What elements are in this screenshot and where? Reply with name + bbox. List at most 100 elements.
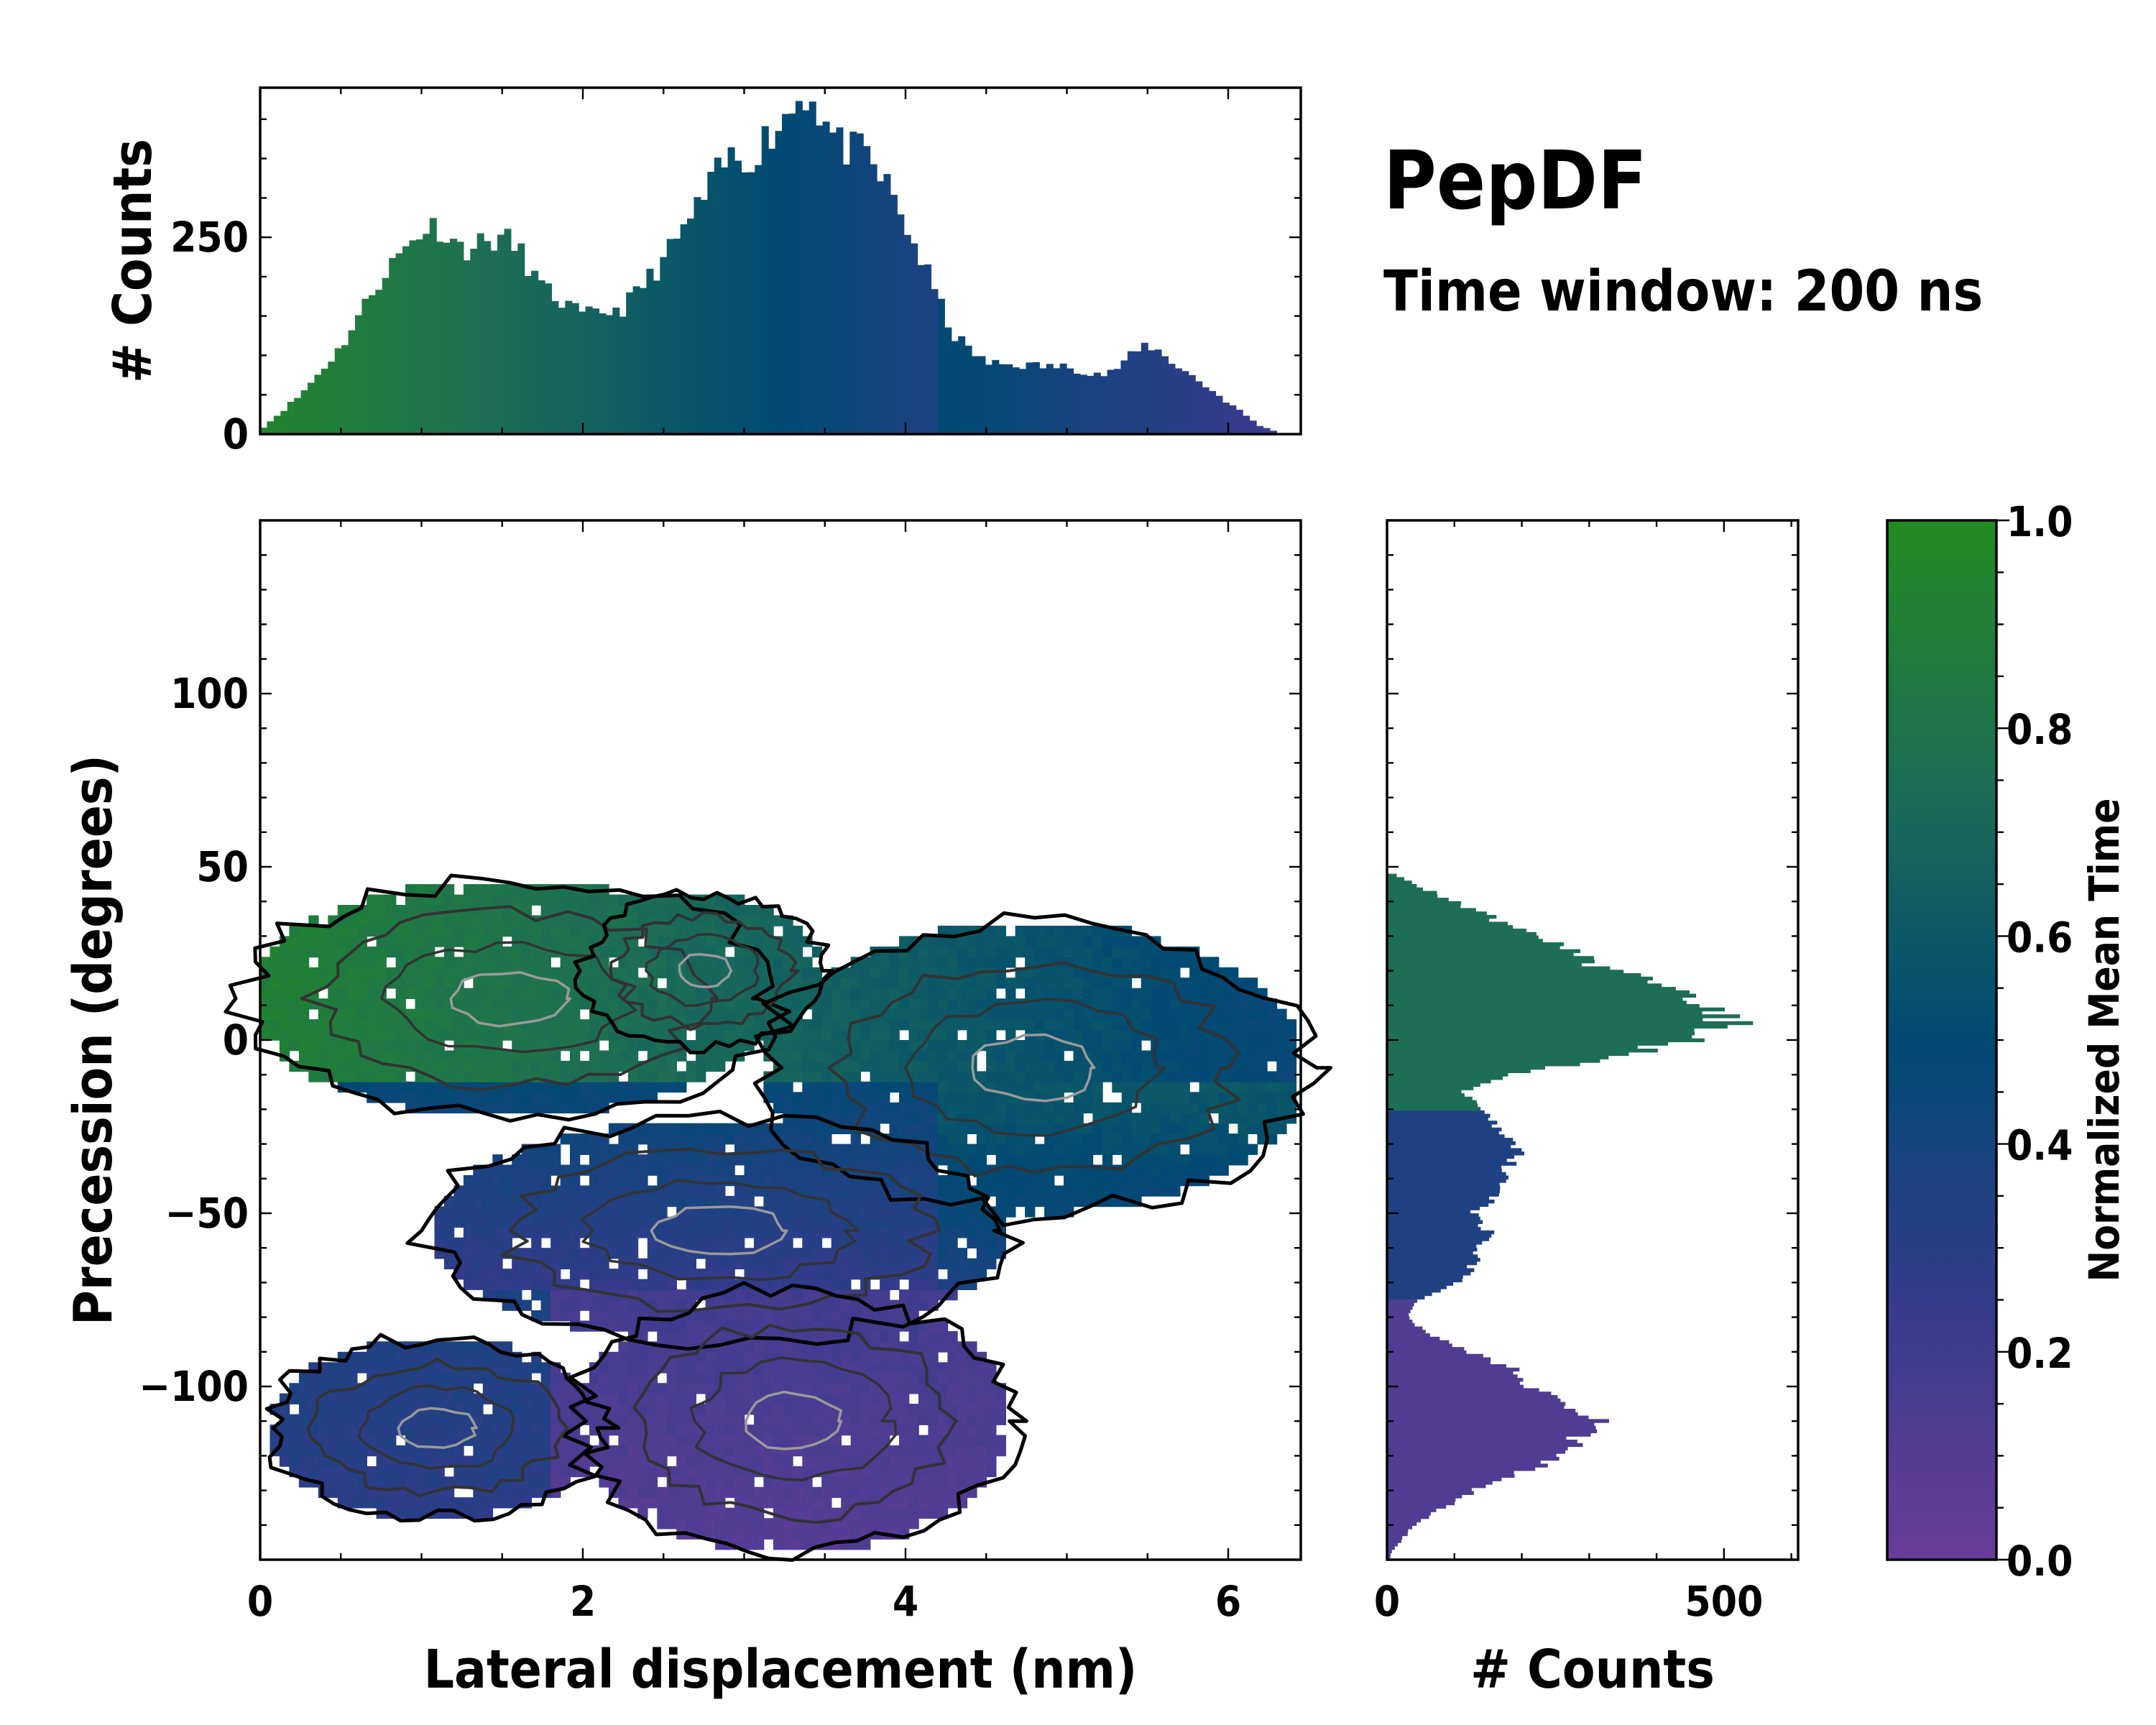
right-histogram-bar xyxy=(1387,962,1582,967)
top-histogram-bar xyxy=(1141,342,1148,434)
right-histogram-bar xyxy=(1387,1381,1520,1386)
contour-line xyxy=(689,1356,898,1481)
right-histogram-panel: 0 500 # Counts xyxy=(1374,519,1800,1701)
right-histogram-bars xyxy=(1387,873,1754,1560)
right-histogram-bar xyxy=(1387,898,1449,902)
right-histogram-bar xyxy=(1387,1419,1609,1423)
top-histogram-bar xyxy=(802,110,810,434)
right-histogram-bar xyxy=(1387,1422,1595,1427)
colorbar-tick-label: 0.8 xyxy=(2007,705,2073,754)
top-histogram-bar xyxy=(287,402,295,434)
top-histogram-bar xyxy=(646,268,654,434)
top-histogram-panel: 0 250 # Counts xyxy=(102,86,1302,459)
right-histogram-bar xyxy=(1387,1525,1413,1530)
right-histogram-bar xyxy=(1387,1024,1728,1029)
right-histogram-bar xyxy=(1387,1436,1567,1440)
contour-line xyxy=(971,1033,1096,1103)
right-histogram-bar xyxy=(1387,1347,1465,1351)
top-histogram-bar xyxy=(463,260,471,434)
contour-line xyxy=(745,1390,842,1450)
top-histogram-bar xyxy=(510,251,518,434)
right-histogram-bar xyxy=(1387,1185,1501,1190)
right-histogram-bar xyxy=(1387,1045,1638,1049)
top-histogram-bar xyxy=(992,359,1000,434)
right-histogram-bar xyxy=(1387,1076,1503,1080)
joint-density-xlabel: Lateral displacement (nm) xyxy=(424,1639,1138,1701)
top-histogram-bar xyxy=(727,147,735,434)
right-histogram-bar xyxy=(1387,1316,1410,1320)
top-histogram-bar xyxy=(883,174,891,434)
joint-density-cells xyxy=(260,884,1297,1550)
top-histogram-bar xyxy=(1263,428,1271,434)
right-histogram-bar xyxy=(1387,1514,1429,1519)
joint-density-ytick-label: −100 xyxy=(139,1362,249,1411)
right-histogram-bar xyxy=(1387,966,1611,970)
right-histogram-bar xyxy=(1387,973,1641,978)
contour-line xyxy=(397,1407,478,1449)
right-histogram-bar xyxy=(1387,1038,1705,1043)
right-histogram-bar xyxy=(1387,1450,1566,1454)
contour-line xyxy=(903,998,1166,1137)
right-histogram-bar xyxy=(1387,1055,1609,1059)
right-histogram-bar xyxy=(1387,1021,1754,1026)
joint-density-xtick-label: 6 xyxy=(1215,1577,1241,1626)
right-histogram-bar xyxy=(1387,1481,1493,1485)
top-histogram-bar xyxy=(524,276,532,434)
right-histogram-bar xyxy=(1387,908,1476,912)
contour-line xyxy=(500,1147,941,1313)
colorbar-tick-label: 0.2 xyxy=(2007,1329,2073,1378)
right-histogram-bar xyxy=(1387,1011,1703,1015)
top-histogram-bars xyxy=(260,101,1277,435)
colorbar-tick-label: 0.0 xyxy=(2007,1537,2073,1586)
top-histogram-bar xyxy=(1229,405,1237,434)
top-histogram-bar xyxy=(1120,360,1128,434)
top-histogram-bar xyxy=(924,264,932,434)
top-histogram-bar xyxy=(849,132,857,434)
top-histogram-bar xyxy=(721,167,729,434)
right-histogram-bar xyxy=(1387,970,1624,974)
colorbar-frame xyxy=(1886,519,1998,1561)
top-histogram-bar xyxy=(348,330,356,434)
colorbar-tick-label: 0.4 xyxy=(2007,1121,2073,1170)
right-histogram-bar xyxy=(1387,1151,1525,1156)
top-histogram-bar xyxy=(1222,402,1230,434)
right-histogram-bar xyxy=(1387,1141,1516,1146)
top-histogram-ytick-label: 0 xyxy=(223,410,249,459)
top-histogram-bar xyxy=(1005,364,1013,434)
top-histogram-bar xyxy=(836,127,844,435)
contour-line xyxy=(224,873,792,1123)
joint-density-xtick-label: 2 xyxy=(570,1577,596,1626)
top-histogram-bar xyxy=(558,308,566,434)
right-histogram-bar xyxy=(1387,997,1683,1001)
right-histogram-bar xyxy=(1387,990,1690,995)
right-histogram-bar xyxy=(1387,1049,1658,1053)
top-histogram-bar xyxy=(1039,368,1047,434)
right-histogram-bar xyxy=(1387,1484,1486,1489)
right-histogram-bar xyxy=(1387,1453,1557,1458)
right-histogram-bar xyxy=(1387,1278,1462,1283)
right-histogram-bar xyxy=(1387,1202,1489,1208)
top-histogram-bar xyxy=(490,250,498,434)
right-histogram-bar xyxy=(1387,1460,1541,1464)
top-histogram-bar xyxy=(321,368,328,434)
right-histogram-bar xyxy=(1387,1261,1478,1266)
top-histogram-bar xyxy=(579,311,586,434)
top-histogram-bar xyxy=(314,374,322,434)
top-histogram-bar xyxy=(741,172,749,434)
right-histogram-xlabel: # Counts xyxy=(1470,1639,1715,1701)
right-histogram-bar xyxy=(1387,952,1574,957)
contour-line xyxy=(650,1205,788,1256)
right-histogram-bar xyxy=(1387,1189,1500,1194)
right-histogram-bar xyxy=(1387,1494,1462,1499)
right-histogram-bar xyxy=(1387,1312,1409,1317)
right-histogram-bar xyxy=(1387,1127,1502,1132)
top-histogram-bar xyxy=(640,288,648,434)
right-histogram-bar xyxy=(1387,939,1543,943)
top-histogram-bar xyxy=(653,280,660,434)
right-histogram-bar xyxy=(1387,883,1417,888)
top-histogram-bar xyxy=(1168,364,1176,434)
right-histogram-bar xyxy=(1387,1545,1395,1550)
top-histogram-bar xyxy=(1269,431,1277,434)
top-histogram-bar xyxy=(599,313,607,434)
joint-density-panel: 0 2 4 6 100 50 0 −50 −100 Lateral displacement (… xyxy=(63,519,1332,1701)
